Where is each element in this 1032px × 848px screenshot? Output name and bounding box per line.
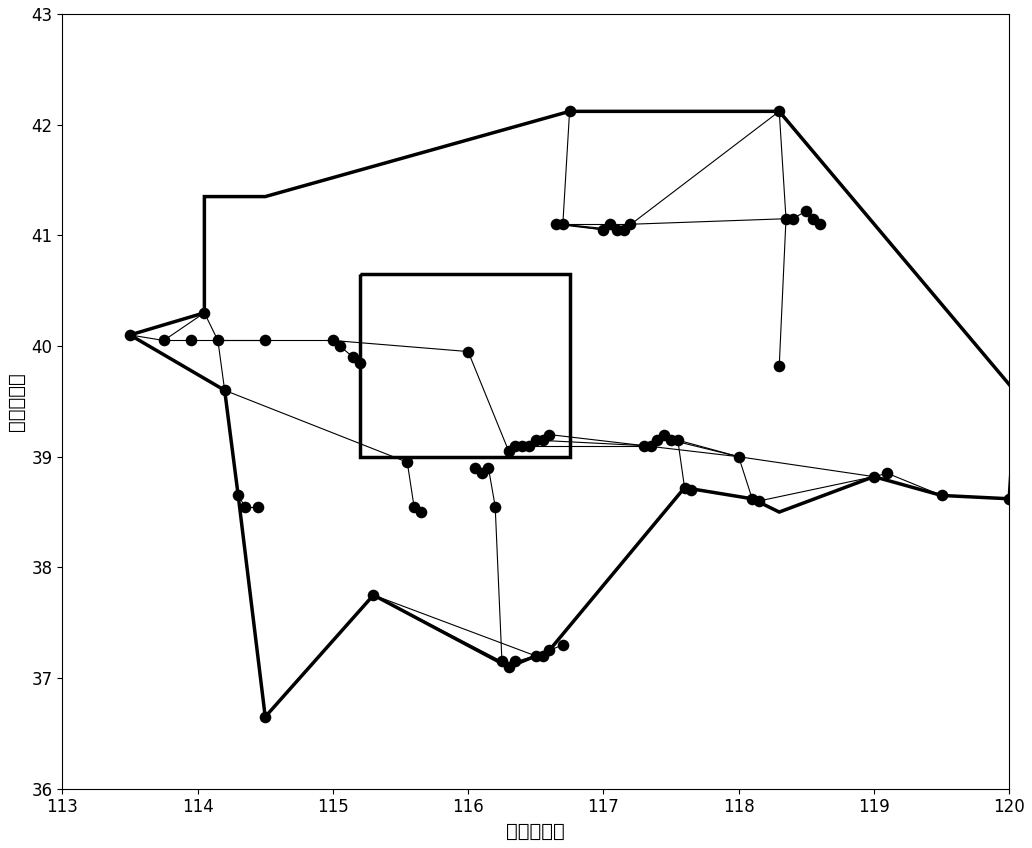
Point: [236, 499, 253, 513]
Point: [514, 439, 530, 453]
Point: [778, 212, 795, 226]
Point: [122, 328, 138, 342]
Point: [811, 217, 828, 231]
Point: [879, 466, 896, 480]
Point: [602, 217, 618, 231]
Point: [257, 710, 273, 723]
Point: [636, 439, 652, 453]
Point: [413, 505, 429, 519]
Point: [460, 345, 477, 359]
Point: [480, 461, 496, 475]
Point: [771, 360, 787, 373]
Point: [365, 589, 382, 602]
Point: [507, 655, 523, 668]
Point: [352, 356, 368, 370]
Point: [527, 650, 544, 663]
Point: [561, 104, 578, 118]
Point: [250, 499, 266, 513]
Point: [1001, 492, 1018, 505]
Point: [196, 306, 213, 320]
Point: [744, 492, 761, 505]
X-axis label: 经度（度）: 经度（度）: [507, 822, 566, 841]
Point: [527, 433, 544, 447]
Y-axis label: 纬度（度）: 纬度（度）: [7, 372, 26, 431]
Point: [156, 334, 172, 348]
Point: [784, 212, 801, 226]
Point: [399, 455, 416, 469]
Point: [798, 204, 814, 218]
Point: [331, 339, 348, 353]
Point: [554, 638, 571, 651]
Point: [507, 439, 523, 453]
Point: [615, 223, 632, 237]
Point: [521, 439, 538, 453]
Point: [805, 212, 821, 226]
Point: [676, 481, 692, 494]
Point: [209, 334, 226, 348]
Point: [548, 217, 565, 231]
Point: [535, 433, 551, 447]
Point: [541, 427, 557, 441]
Point: [554, 217, 571, 231]
Point: [493, 655, 510, 668]
Point: [183, 334, 199, 348]
Point: [217, 383, 233, 397]
Point: [933, 488, 949, 502]
Point: [866, 470, 882, 483]
Point: [230, 488, 247, 502]
Point: [406, 499, 422, 513]
Point: [649, 433, 666, 447]
Point: [595, 223, 612, 237]
Point: [670, 433, 686, 447]
Point: [466, 461, 483, 475]
Point: [656, 427, 673, 441]
Point: [731, 450, 747, 464]
Point: [474, 466, 490, 480]
Point: [663, 433, 679, 447]
Point: [622, 217, 639, 231]
Point: [609, 223, 625, 237]
Point: [487, 499, 504, 513]
Point: [541, 644, 557, 657]
Point: [750, 494, 767, 508]
Point: [535, 650, 551, 663]
Point: [501, 444, 517, 458]
Point: [683, 483, 700, 497]
Point: [345, 350, 361, 364]
Point: [643, 439, 659, 453]
Point: [771, 104, 787, 118]
Point: [501, 661, 517, 674]
Point: [257, 334, 273, 348]
Point: [325, 334, 342, 348]
Point: [1007, 386, 1024, 399]
